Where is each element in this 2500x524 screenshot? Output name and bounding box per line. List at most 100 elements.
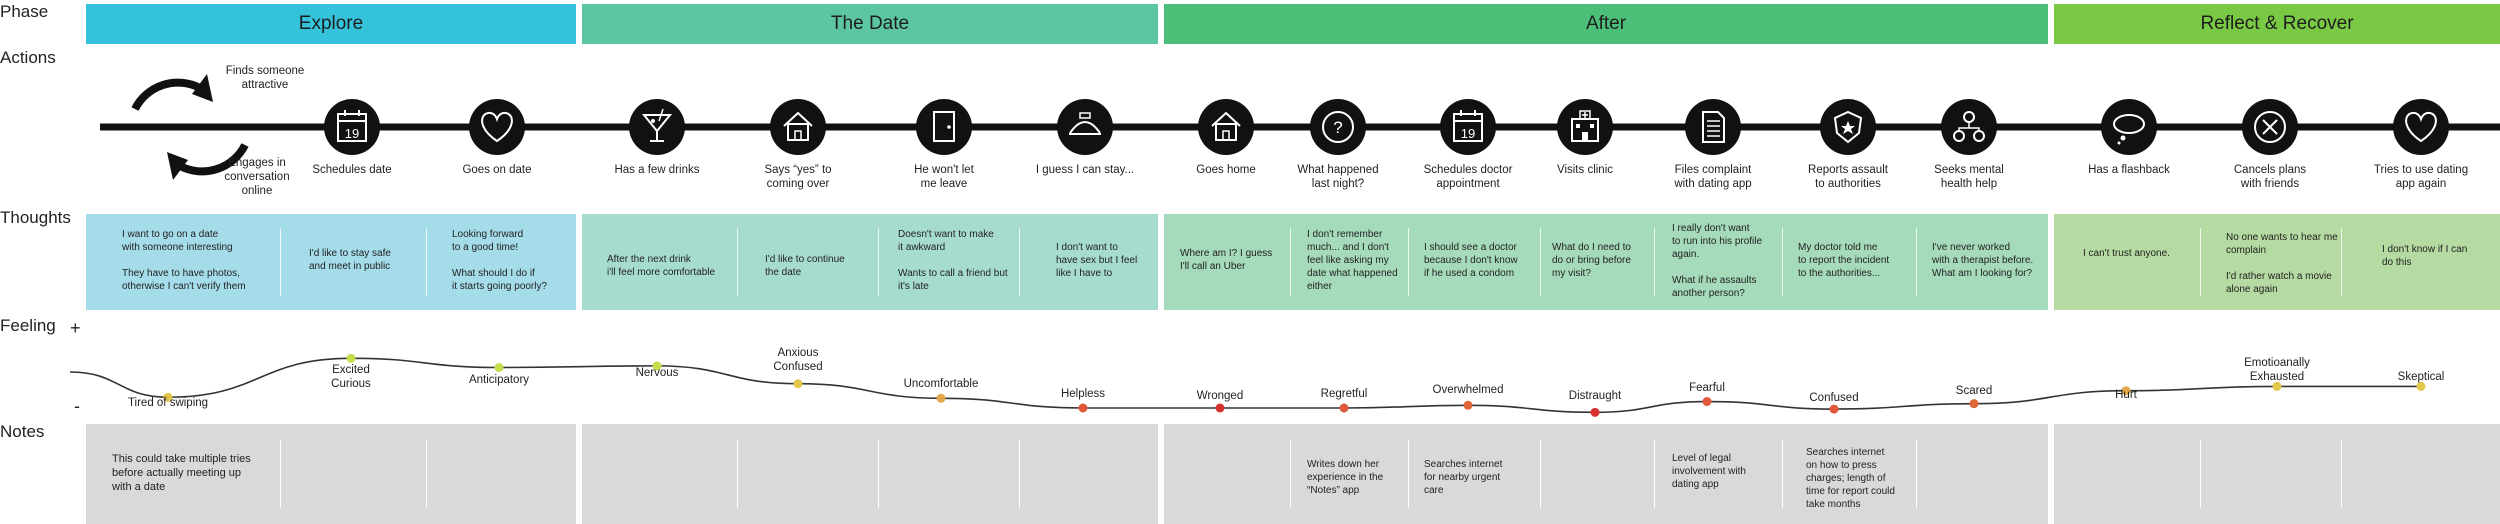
action-label: He won't let me leave	[914, 164, 974, 190]
phase-label: The Date	[830, 13, 910, 34]
house-icon	[770, 99, 826, 155]
thought-text: After the next drink i'll feel more comf…	[607, 254, 716, 278]
thought-text: I want to go on a date with someone inte…	[122, 229, 246, 292]
thought-text: Doesn't want to make it awkward Wants to…	[898, 229, 1008, 292]
thought-text: I really don't want to run into his prof…	[1672, 223, 1763, 299]
phase-the-date: The Date	[582, 4, 1158, 44]
feeling-point	[1829, 404, 1839, 414]
feeling-point	[2416, 381, 2426, 391]
action-label: Schedules date	[312, 164, 392, 176]
row-label-phase: Phase	[0, 2, 49, 21]
divider	[1408, 440, 1409, 508]
action-label: What happened last night?	[1297, 164, 1379, 190]
feeling-point	[494, 363, 504, 372]
notes-panel-explore	[86, 424, 576, 524]
divider	[1540, 440, 1541, 508]
feeling-point	[1590, 407, 1600, 417]
thoughts-panel-the-date	[582, 214, 1158, 310]
divider	[1916, 228, 1917, 296]
network-icon	[1941, 99, 1997, 155]
divider	[1782, 440, 1783, 508]
note-text: Level of legal involvement with dating a…	[1672, 453, 1746, 490]
divider	[1654, 228, 1655, 296]
action-label: Says “yes” to coming over	[764, 164, 832, 190]
action-label: Files complaint with dating app	[1674, 164, 1752, 190]
divider	[1916, 440, 1917, 508]
feeling-point	[163, 392, 173, 402]
divider	[426, 440, 427, 508]
feeling-label: Uncomfortable	[903, 378, 979, 390]
cancel-icon	[2242, 99, 2298, 155]
divider	[2200, 228, 2201, 296]
divider	[1408, 228, 1409, 296]
divider	[1782, 228, 1783, 296]
action-label: Seeks mental health help	[1934, 164, 2004, 190]
cocktail-icon	[629, 99, 685, 155]
calendar-icon: 19	[324, 99, 380, 155]
feeling-label: Anxious Confused	[773, 347, 823, 373]
feeling-point	[1969, 399, 1979, 409]
feeling-label: Tired of swiping	[127, 397, 209, 409]
note-text: This could take multiple tries before ac…	[112, 453, 251, 493]
feeling-label: Regretful	[1320, 388, 1368, 400]
feeling-point	[2121, 386, 2131, 396]
action-label: Visits clinic	[1556, 164, 1614, 176]
divider	[426, 228, 427, 296]
actions-timeline: 19 ?	[100, 74, 2500, 180]
phase-reflect-recover: Reflect & Recover	[2054, 4, 2500, 44]
action-label: Tries to use dating app again	[2373, 164, 2469, 190]
feeling-point	[1463, 400, 1473, 410]
phase-label: After	[1585, 13, 1627, 34]
calendar-icon: 19	[1440, 99, 1496, 155]
thought-text: I don't want to have sex but I feel like…	[1056, 242, 1138, 279]
divider	[1654, 440, 1655, 508]
bed-icon	[1057, 99, 1113, 155]
thought-text: What do I need to do or bring before my …	[1552, 242, 1631, 279]
feeling-point	[793, 379, 803, 389]
divider	[878, 228, 879, 296]
feeling-label: Scared	[1955, 385, 1993, 397]
feeling-label: Distraught	[1568, 390, 1622, 402]
divider	[1290, 228, 1291, 296]
feeling-label: Fearful	[1689, 382, 1725, 394]
action-label: Reports assault to authorities	[1808, 164, 1888, 190]
row-label-notes: Notes	[0, 422, 45, 441]
feeling-label: Nervous	[635, 367, 679, 379]
thoughts-panel-reflect	[2054, 214, 2500, 310]
notes-panel-reflect	[2054, 424, 2500, 524]
phase-label: Reflect & Recover	[2200, 13, 2354, 34]
notes-panel-the-date	[582, 424, 1158, 524]
thought-text: Looking forward to a good time! What sho…	[452, 229, 548, 292]
divider	[737, 228, 738, 296]
action-label: Has a few drinks	[614, 164, 700, 176]
phase-after: After	[1164, 4, 2048, 44]
feeling-label: Emotioanally Exhausted	[2244, 357, 2310, 383]
clinic-icon	[1557, 99, 1613, 155]
feeling-point	[346, 353, 356, 363]
heart-icon	[2393, 99, 2449, 155]
thought-text: I can't trust anyone.	[2083, 248, 2170, 259]
action-label: Engages in conversation online	[224, 157, 290, 197]
divider	[1019, 440, 1020, 508]
thought-text: I'd like to continue the date	[765, 254, 845, 278]
thought-text: My doctor told me to report the incident…	[1798, 242, 1890, 279]
feeling-label: Confused	[1809, 392, 1859, 404]
action-label: Goes on date	[462, 164, 532, 176]
action-label: Cancels plans with friends	[2233, 164, 2307, 190]
action-label: Goes home	[1196, 164, 1256, 176]
feeling-point	[936, 393, 946, 403]
calendar-day: 19	[345, 126, 359, 141]
thought-text: I don't remember much... and I don't fee…	[1307, 229, 1398, 292]
feeling-plus-marker: +	[70, 318, 81, 338]
thought-text: I'd like to stay safe and meet in public	[309, 248, 391, 272]
feeling-label: Hurt	[2115, 389, 2137, 401]
cycle-icon	[131, 74, 249, 180]
document-icon	[1685, 99, 1741, 155]
thought-text: I should see a doctor because I don't kn…	[1424, 242, 1518, 279]
thoughts-panel-explore	[86, 214, 576, 310]
thought-cloud-icon	[2101, 99, 2157, 155]
feeling-minus-marker: -	[74, 396, 80, 416]
feeling-point	[1078, 403, 1088, 413]
feeling-label: Anticipatory	[468, 374, 530, 386]
badge-icon	[1820, 99, 1876, 155]
